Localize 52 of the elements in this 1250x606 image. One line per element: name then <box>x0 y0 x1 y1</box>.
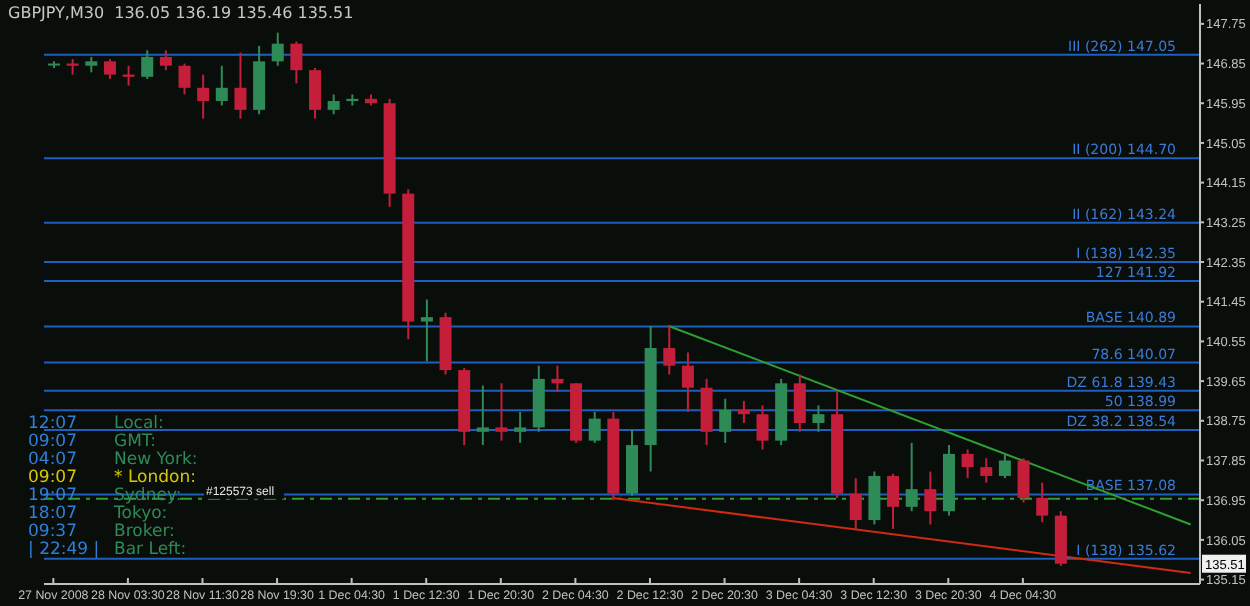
candlestick <box>793 373 806 433</box>
annotation: 09:07 <box>28 468 77 488</box>
annotation: Broker: <box>114 522 175 542</box>
candlestick <box>141 49 154 80</box>
candlestick <box>1036 481 1049 524</box>
candlestick <box>681 351 694 413</box>
annotation: 09:07 <box>28 432 77 452</box>
candlestick <box>215 64 228 107</box>
candlestick <box>719 397 732 444</box>
candlestick <box>122 64 135 87</box>
annotation: * London: <box>114 468 196 488</box>
candlestick <box>663 324 676 376</box>
candlestick <box>103 58 116 80</box>
annotation: New York: <box>114 450 198 470</box>
candlestick <box>887 472 900 530</box>
annotation: GMT: <box>114 432 157 452</box>
annotation: 12:07 <box>28 414 77 434</box>
candlestick <box>812 404 825 433</box>
candlestick <box>551 364 564 394</box>
candlestick <box>234 51 247 120</box>
candlestick <box>1017 457 1030 504</box>
annotation: Local: <box>114 414 164 434</box>
candlestick <box>159 49 172 72</box>
candlestick <box>905 441 918 513</box>
candlestick <box>476 384 489 447</box>
candlestick <box>271 31 284 67</box>
candlestick <box>868 470 881 526</box>
candlestick <box>998 452 1011 480</box>
annotation: 04:07 <box>28 450 77 470</box>
candlestick <box>700 377 713 447</box>
candlestick <box>495 382 508 442</box>
candlestick <box>756 404 769 451</box>
annotation: 18:07 <box>28 504 77 524</box>
candlestick <box>924 470 937 526</box>
annotation: Bar Left: <box>114 540 187 560</box>
candlestick <box>420 298 433 363</box>
candlestick <box>980 457 993 484</box>
candlestick <box>178 62 191 96</box>
candlestick <box>514 410 527 444</box>
candlestick <box>327 93 340 116</box>
candlestick <box>290 40 303 85</box>
candlestick <box>66 58 79 76</box>
annotation: 09:37 <box>28 522 77 542</box>
chart-title: GBPJPY,M30 136.05 136.19 135.46 135.51 <box>8 4 354 22</box>
candlestick <box>737 399 750 425</box>
annotation: | 22:49 | <box>28 540 100 560</box>
candlestick <box>588 410 601 444</box>
candlestick <box>197 73 210 120</box>
candlestick <box>849 477 862 530</box>
candlestick <box>961 448 974 480</box>
candlestick <box>309 66 322 120</box>
annotation: Tokyo: <box>114 504 168 524</box>
